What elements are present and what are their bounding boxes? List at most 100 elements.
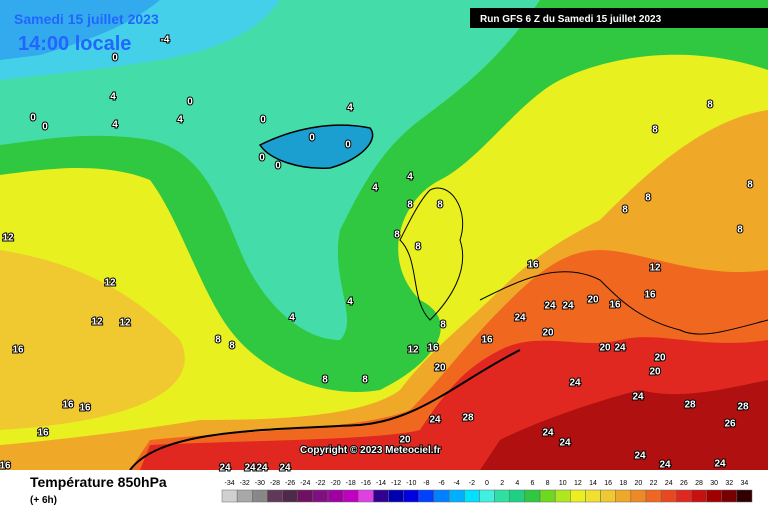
contour-label: 24	[614, 343, 626, 354]
contour-label: 16	[62, 400, 74, 411]
contour-label: 8	[737, 225, 743, 236]
contour-label: 4	[407, 172, 413, 183]
scale-label: -12	[391, 480, 401, 487]
contour-label: 8	[622, 205, 628, 216]
contour-label: 20	[649, 367, 661, 378]
scale-label: -14	[376, 480, 386, 487]
contour-label: 28	[684, 400, 696, 411]
contour-label: 20	[399, 435, 411, 446]
contour-label: 12	[119, 318, 131, 329]
contour-label: 12	[91, 317, 103, 328]
contour-label: -4	[161, 35, 170, 46]
contour-label: 24	[632, 392, 644, 403]
scale-label: 14	[589, 480, 597, 487]
contour-label: 16	[481, 335, 493, 346]
scale-swatch	[736, 489, 753, 503]
contour-label: 24	[634, 451, 646, 462]
scale-swatch	[554, 489, 571, 503]
contour-label: 16	[12, 345, 24, 356]
scale-label: 10	[559, 480, 567, 487]
contour-label: 0	[309, 133, 315, 144]
contour-label: 8	[407, 200, 413, 211]
scale-swatch	[312, 489, 329, 503]
contour-label: 26	[724, 419, 736, 430]
contour-label: 16	[37, 428, 49, 439]
contour-label: 16	[79, 403, 91, 414]
run-box	[470, 8, 768, 28]
contour-label: 20	[587, 295, 599, 306]
time-label: 14:00 locale	[18, 33, 131, 55]
scale-label: -18	[346, 480, 356, 487]
scale-swatch	[539, 489, 556, 503]
scale-label: -32	[240, 480, 250, 487]
contour-label: 4	[289, 313, 295, 324]
scale-swatch	[721, 489, 738, 503]
iceland	[258, 124, 374, 169]
field-30	[480, 380, 768, 470]
scale-label: 20	[635, 480, 643, 487]
scale-swatch	[236, 489, 253, 503]
scale-swatch	[615, 489, 632, 503]
scale-swatch	[645, 489, 662, 503]
scale-swatch	[509, 489, 526, 503]
temperature-field	[0, 0, 768, 470]
contour-label: 4	[347, 103, 353, 114]
field-16	[0, 250, 185, 430]
scale-label: 22	[650, 480, 658, 487]
scale-swatch	[448, 489, 465, 503]
contour-label: 8	[645, 193, 651, 204]
scale-label: -34	[225, 480, 235, 487]
contour-label: 24	[659, 460, 671, 471]
scale-label: -20	[331, 480, 341, 487]
run-label: Run GFS 6 Z du Samedi 15 juillet 2023	[480, 14, 662, 25]
contour-label: 12	[2, 233, 14, 244]
contour-label: 8	[322, 375, 328, 386]
contour-label: 8	[440, 320, 446, 331]
scale-label: 2	[500, 480, 504, 487]
scale-label: -22	[315, 480, 325, 487]
scale-swatch	[358, 489, 374, 503]
scale-swatch	[373, 489, 389, 503]
contour-label: 0	[345, 140, 351, 151]
contour-label: 20	[542, 328, 554, 339]
scale-label: 16	[604, 480, 612, 487]
contour-label: 16	[0, 461, 11, 472]
field-2	[0, 0, 540, 340]
contour-label: 4	[347, 297, 353, 308]
scale-label: 4	[515, 480, 519, 487]
contour-label: 24	[256, 463, 268, 474]
scale-label: -2	[469, 480, 475, 487]
contour-label: 24	[514, 313, 526, 324]
scale-label: 34	[741, 480, 749, 487]
contour-label: 8	[415, 242, 421, 253]
contour-label: 28	[462, 413, 474, 424]
contour-label: 8	[437, 200, 443, 211]
contour-label: 24	[714, 459, 726, 470]
contour-label: 12	[649, 263, 661, 274]
contour-label: 20	[654, 353, 666, 364]
contour-label: 20	[599, 343, 611, 354]
contour-label: 16	[644, 290, 656, 301]
scale-label: 0	[485, 480, 489, 487]
color-scale: -34 -32 -30 -28 -26 -24 -22 -20 -18 -16 -14 -12 -10-…	[221, 480, 753, 503]
contour-label: 24	[562, 301, 574, 312]
contour-label: 24	[542, 428, 554, 439]
scale-swatch	[479, 489, 495, 503]
scale-swatch	[388, 489, 404, 503]
scale-swatch	[676, 489, 692, 503]
legend-step: (+ 6h)	[30, 495, 57, 506]
scale-swatch	[570, 489, 586, 503]
contour-label: 24	[559, 438, 571, 449]
contour-label: 28	[737, 402, 749, 413]
contour-label: 4	[110, 92, 116, 103]
scale-swatch	[418, 489, 435, 503]
scale-swatch	[433, 489, 450, 503]
contour-label: 16	[527, 260, 539, 271]
scale-swatch	[267, 489, 283, 503]
scale-label: -16	[361, 480, 371, 487]
contour-label: 8	[394, 230, 400, 241]
contour-label: 8	[747, 180, 753, 191]
scale-swatch	[403, 489, 420, 503]
